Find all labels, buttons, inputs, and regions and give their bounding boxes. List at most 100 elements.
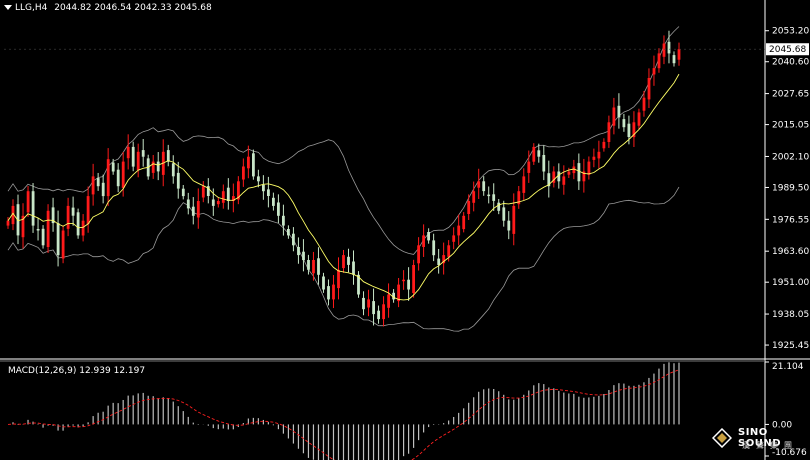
candle-body [377, 310, 380, 320]
candle-body [242, 166, 245, 180]
price-tick-label: 1951.00 [772, 278, 809, 288]
candle-body [337, 269, 340, 289]
macd-panel [7, 362, 680, 460]
candle-body [91, 176, 95, 195]
price-tick-label: 1938.05 [772, 310, 809, 320]
candle-body [562, 176, 566, 185]
price-tick-label: 2027.65 [772, 90, 809, 100]
macd-header: MACD(12,26,9) 12.939 12.197 [8, 366, 145, 376]
candle-body [252, 153, 255, 177]
current-price-label: 2045.68 [769, 45, 806, 55]
candle-body [96, 178, 100, 187]
candle-body [612, 107, 616, 126]
candle-body [412, 265, 415, 293]
candle-body [367, 299, 370, 308]
candle-body [237, 181, 240, 200]
candle-body [457, 225, 461, 236]
candle-body [131, 146, 135, 167]
candle-body [667, 41, 671, 54]
candle-body [46, 210, 50, 247]
candle-body [582, 171, 586, 182]
candle-body [592, 156, 596, 160]
candle-body [297, 247, 300, 256]
price-tick-label: 2015.05 [772, 121, 809, 131]
candle-body [357, 274, 360, 295]
candle-body [602, 141, 606, 149]
candle-body [126, 146, 130, 159]
macd-tick-label: 21.104 [772, 362, 804, 372]
candle-body [111, 162, 115, 172]
candle-body [226, 187, 230, 201]
ohlc-values: 2044.82 2046.54 2042.33 2045.68 [54, 3, 212, 13]
candle-body [81, 220, 85, 236]
candle-body [487, 194, 491, 197]
candle-body [442, 255, 446, 264]
candle-body [232, 196, 235, 201]
candle-body [472, 191, 476, 203]
candle-body [302, 251, 305, 261]
candle-body [382, 304, 385, 320]
price-axis: 2053.20 2040.60 2027.65 2015.05 2002.10 1989.… [4, 27, 809, 351]
candle-body [136, 151, 140, 170]
macd-signal-line [7, 369, 680, 460]
price-tick-label: 2002.10 [772, 152, 809, 162]
candles [6, 30, 681, 327]
candle-body [262, 184, 265, 192]
candle-body [327, 286, 330, 300]
candle-body [186, 199, 190, 209]
dropdown-triangle-icon[interactable] [4, 5, 12, 10]
candle-body [627, 123, 631, 137]
candle-body [317, 258, 320, 275]
candle-body [532, 146, 536, 162]
candle-body [607, 122, 611, 142]
candle-body [677, 49, 681, 60]
candle-body [352, 261, 355, 275]
candle-body [647, 78, 651, 100]
candle-body [176, 172, 180, 189]
candle-body [61, 230, 65, 259]
candle-body [637, 112, 641, 126]
candle-body [482, 181, 486, 192]
candle-body [292, 233, 295, 246]
candle-body [282, 215, 285, 226]
candle-body [6, 220, 10, 226]
brand-logo: SINO SOUND 漢聲集團 [708, 426, 808, 456]
candle-body [467, 201, 471, 214]
candle-body [537, 150, 541, 157]
candle-body [422, 235, 425, 247]
macd-tick-label: -10.676 [772, 448, 807, 458]
candle-body [26, 191, 30, 213]
candle-body [171, 163, 175, 177]
price-tick-label: 1989.50 [772, 183, 809, 193]
candle-body [492, 194, 496, 201]
candle-body [86, 196, 90, 225]
moving-average-line [7, 73, 680, 301]
candle-body [342, 255, 345, 269]
candle-body [552, 171, 556, 183]
candle-body [662, 43, 666, 57]
macd-label: MACD(12,26,9) [8, 366, 77, 376]
candle-body [347, 256, 350, 265]
candle-body [287, 229, 290, 236]
candle-body [387, 294, 390, 308]
candle-body [211, 199, 215, 206]
candle-body [257, 176, 260, 182]
bollinger-lower [7, 186, 680, 332]
candle-body [452, 235, 456, 242]
candle-body [397, 284, 400, 302]
candle-body [407, 279, 410, 290]
price-tick-label: 2040.60 [772, 58, 809, 68]
candle-body [642, 97, 646, 111]
candle-body [76, 212, 80, 236]
candle-body [196, 201, 200, 218]
candle-body [206, 186, 210, 196]
price-tick-label: 2053.20 [772, 27, 809, 37]
brand-subtitle: 漢聲集團 [742, 441, 798, 450]
candle-body [542, 155, 546, 172]
price-tick-label: 1963.60 [772, 247, 809, 257]
candle-body [577, 163, 581, 182]
candle-body [657, 53, 661, 69]
candle-body [477, 181, 481, 188]
